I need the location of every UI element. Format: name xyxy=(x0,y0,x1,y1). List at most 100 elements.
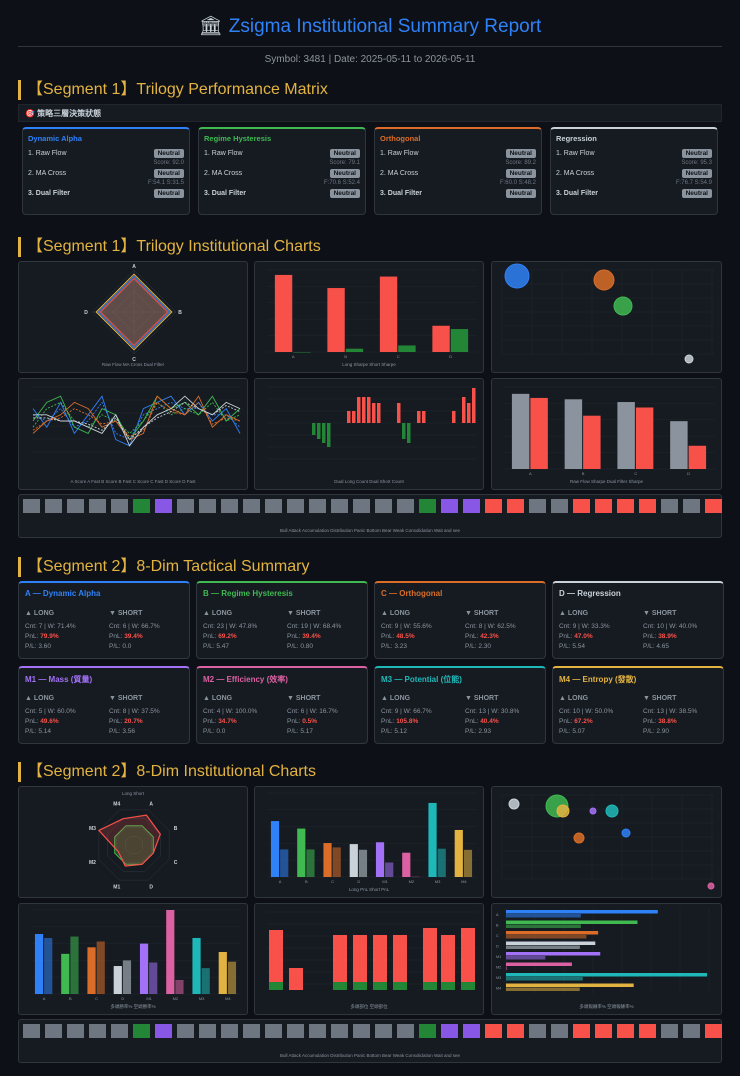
short-pl: P/L: 2.90 xyxy=(643,728,670,735)
long-count: Cnt: 4 | W: 100.0% xyxy=(203,708,258,715)
short-column: ▼ SHORT Cnt: 6 | W: 16.7% PnL: 0.5% P/L:… xyxy=(287,694,365,737)
bar xyxy=(423,982,437,990)
long-pnl: PnL: 105.8% xyxy=(381,717,459,727)
regime-cell xyxy=(397,1024,414,1038)
radar-series xyxy=(97,814,162,867)
bar xyxy=(175,979,184,994)
bar xyxy=(463,849,473,877)
bar xyxy=(670,421,688,469)
radar-axis-label: D xyxy=(149,885,153,891)
matrix-row-sub: Score: 92.0 xyxy=(153,160,184,166)
bar xyxy=(506,920,638,924)
tactical-card-title: M3 — Potential (位能) xyxy=(381,675,462,684)
report-header: 🏛 Zsigma Institutional Summary Report xyxy=(0,14,740,38)
matrix-row: 2. MA Cross Neutral xyxy=(204,168,360,179)
bar xyxy=(506,935,587,939)
bar xyxy=(333,935,347,982)
short-column: ▼ SHORT Cnt: 6 | W: 66.7% PnL: 39.4% P/L… xyxy=(109,609,187,652)
regime-cell xyxy=(45,1024,62,1038)
bar xyxy=(402,852,411,877)
short-pl: P/L: 5.17 xyxy=(287,728,314,735)
short-pnl: PnL: 20.7% xyxy=(109,717,187,727)
long-pl: P/L: 5.47 xyxy=(203,643,230,650)
bubble xyxy=(621,828,631,838)
short-pl: P/L: 0.80 xyxy=(287,643,314,650)
regime-cell xyxy=(111,1024,128,1038)
short-label: ▼ SHORT xyxy=(643,695,677,702)
bar xyxy=(432,325,450,352)
bar xyxy=(437,848,446,877)
regime-cell xyxy=(287,499,304,513)
radar-series xyxy=(97,275,171,349)
status-badge: Neutral xyxy=(681,169,712,178)
bar xyxy=(297,828,306,877)
short-label: ▼ SHORT xyxy=(109,695,143,702)
regime-cell xyxy=(441,1024,458,1038)
status-badge: Neutral xyxy=(505,169,536,178)
long-pnl: PnL: 48.5% xyxy=(381,632,459,642)
long-pnl-value: 105.8% xyxy=(396,718,419,725)
pnl-prefix: PnL: xyxy=(203,718,219,725)
regime-cell xyxy=(199,499,216,513)
tick-label: C xyxy=(331,879,334,884)
lines1-legend: A Score A Fast B Score B Fast C Score C … xyxy=(70,479,196,484)
short-pnl-value: 39.4% xyxy=(302,633,321,640)
tick-label: M4 xyxy=(461,879,467,884)
regime-cell xyxy=(573,499,590,513)
bar xyxy=(454,829,463,877)
bar xyxy=(462,397,466,423)
matrix-row: 1. Raw Flow Neutral xyxy=(28,148,184,159)
matrix-card: Dynamic Alpha 1. Raw Flow Neutral Score: 92… xyxy=(22,127,190,215)
tactical-card-title: B — Regime Hysteresis xyxy=(203,589,293,598)
dim8-winrate-chart: A B C D M1 M2 M3 M4 多頭勝率% 空頭勝率% xyxy=(18,903,248,1015)
regime-cell xyxy=(639,499,656,513)
bar xyxy=(357,397,361,423)
long-column: ▲ LONG Cnt: 23 | W: 47.8% PnL: 69.2% P/L… xyxy=(203,609,281,652)
long-label: ▲ LONG xyxy=(381,695,411,702)
bar xyxy=(397,403,401,423)
bar xyxy=(379,276,398,352)
bar xyxy=(635,407,654,469)
tick-label: B xyxy=(496,924,499,928)
short-count: Cnt: 6 | W: 16.7% xyxy=(287,708,338,715)
short-label: ▼ SHORT xyxy=(109,610,143,617)
bubble-chart-2 xyxy=(491,786,722,898)
bar xyxy=(201,968,210,994)
tick-label: C xyxy=(634,471,637,476)
pnl2-legend: Long PnL Short PnL xyxy=(348,887,390,892)
regime-cell xyxy=(397,499,414,513)
bar xyxy=(441,982,455,990)
bar xyxy=(269,930,283,982)
bar xyxy=(353,982,367,990)
regime-cell xyxy=(155,1024,172,1038)
dim8-pnl-chart: A B C D M1 M2 M3 M4 Long PnL Short PnL xyxy=(254,786,484,898)
bubble xyxy=(593,269,615,291)
bar xyxy=(428,802,437,877)
matrix-row: 2. MA Cross Neutral xyxy=(556,168,712,179)
tick-label: A xyxy=(292,354,295,359)
bar xyxy=(312,423,316,435)
short-pnl-value: 20.7% xyxy=(124,718,143,725)
bar xyxy=(322,423,326,443)
report-meta: Symbol: 3481 | Date: 2025-05-11 to 2026-… xyxy=(264,54,476,65)
regime-cell xyxy=(551,1024,568,1038)
sharpe1-legend: Raw Flow Sharpe Dual Filter Sharpe xyxy=(569,479,644,484)
radar1-legend: Raw Flow MA Cross Dual Filter xyxy=(101,362,165,367)
matrix-row-sub: Score: 79.1 xyxy=(329,160,360,166)
short-label: ▼ SHORT xyxy=(287,695,321,702)
bank-icon: 🏛 xyxy=(198,16,223,37)
tactical-card: M3 — Potential (位能) ▲ LONG Cnt: 9 | W: 6… xyxy=(374,666,546,744)
tactical-card-title: M4 — Entropy (發散) xyxy=(559,675,637,684)
bar xyxy=(373,982,387,990)
bubble xyxy=(589,807,597,815)
matrix-card-title: Regression xyxy=(556,134,597,143)
long-count: Cnt: 5 | W: 60.0% xyxy=(25,708,76,715)
tactical-card: D — Regression ▲ LONG Cnt: 9 | W: 33.3% … xyxy=(552,581,724,659)
bar xyxy=(289,968,303,990)
regime-cell xyxy=(705,1024,722,1038)
bar xyxy=(422,411,426,423)
regime-cell xyxy=(375,499,392,513)
matrix-card: Regime Hysteresis 1. Raw Flow Neutral Score… xyxy=(198,127,366,215)
regime-cell xyxy=(507,1024,524,1038)
tick-label: M3 xyxy=(435,879,441,884)
